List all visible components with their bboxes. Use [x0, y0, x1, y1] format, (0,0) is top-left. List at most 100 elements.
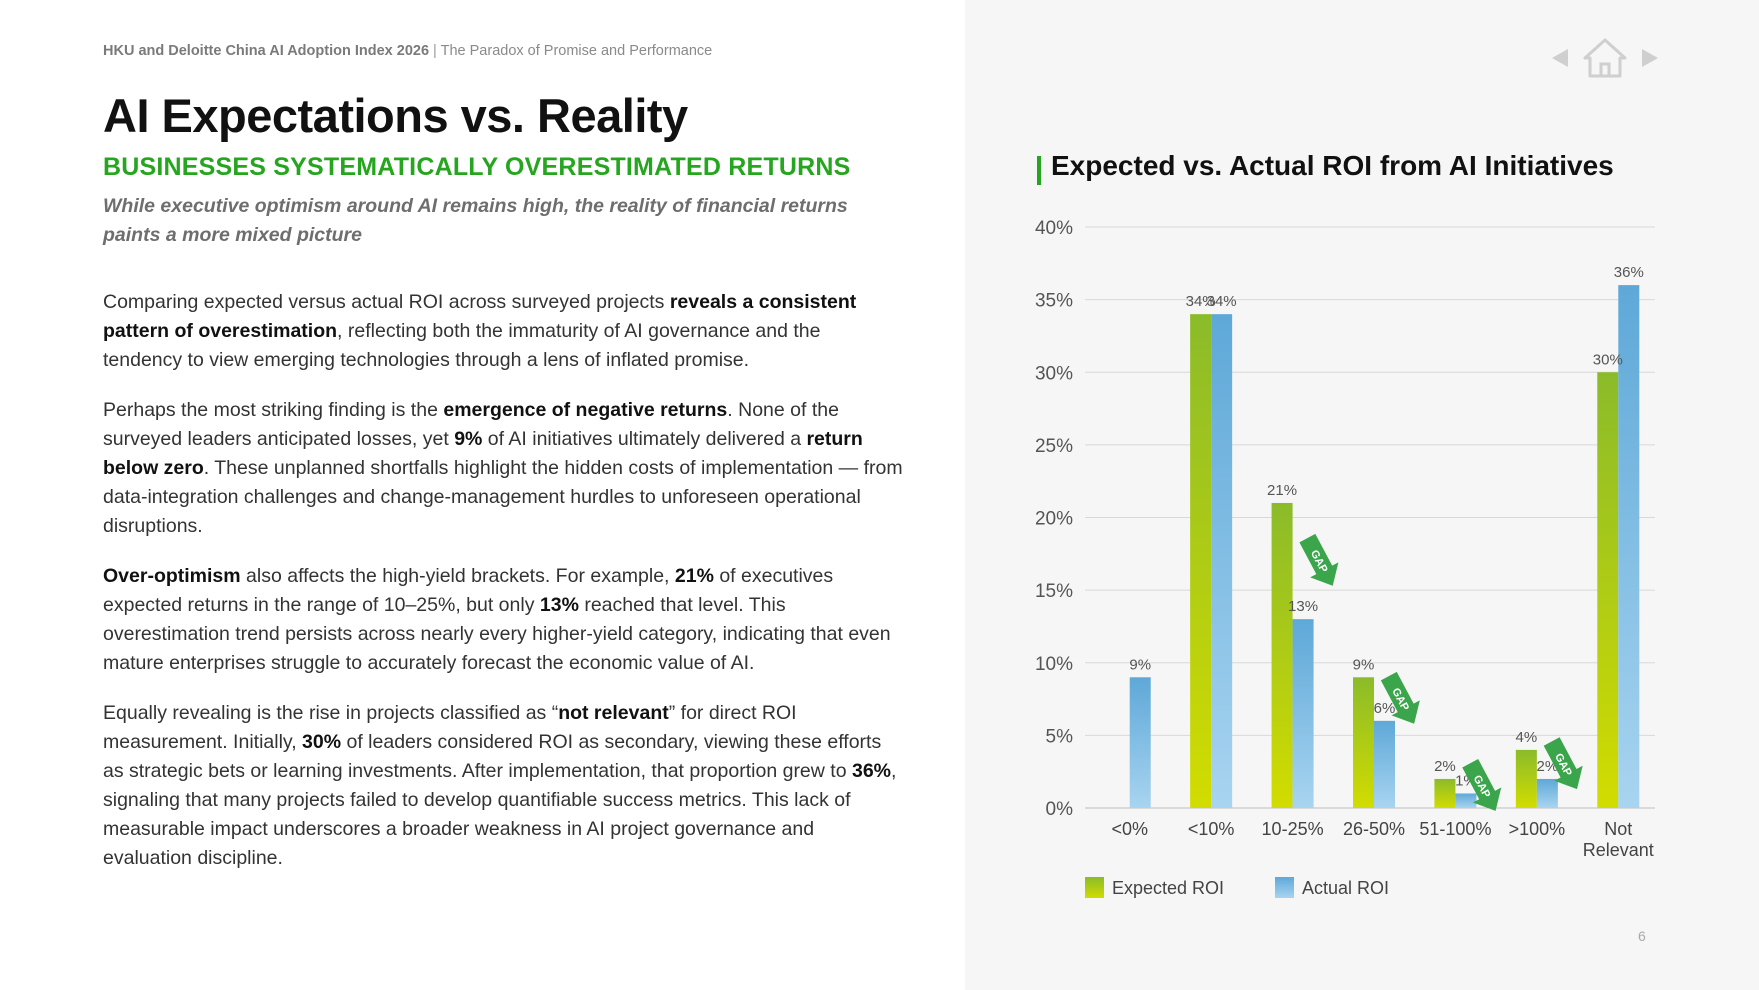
triangle-left-icon[interactable] — [1552, 49, 1568, 67]
chart-legend: Expected ROI Actual ROI — [1085, 877, 1389, 898]
gap-arrow-icon: GAP — [1299, 533, 1339, 586]
bar-actual-roi — [1211, 314, 1233, 808]
lead-text: While executive optimism around AI remai… — [103, 195, 848, 246]
bold-span: return below zero — [103, 428, 863, 479]
report-header: HKU and Deloitte China AI Adoption Index… — [103, 43, 712, 59]
data-label: 9% — [1353, 656, 1375, 673]
y-tick-label: 15% — [1035, 581, 1073, 602]
y-tick-label: 10% — [1035, 654, 1073, 675]
data-label: 4% — [1516, 729, 1538, 746]
bold-span: 21% — [674, 565, 714, 587]
text-span: . These unplanned shortfalls highlight t… — [103, 457, 903, 537]
page-subtitle: BUSINESSES SYSTEMATICALLY OVERESTIMATED … — [103, 153, 851, 181]
y-tick-label: 25% — [1035, 436, 1073, 457]
chart-bars — [1129, 285, 1640, 809]
gap-arrow-icon: GAP — [1462, 759, 1502, 811]
bar-actual-roi — [1292, 619, 1314, 808]
text-span: of AI initiatives ultimately delivered a — [482, 428, 807, 450]
gap-arrow-shape — [1462, 759, 1502, 811]
bold-span: 30% — [302, 731, 342, 753]
y-tick-label: 0% — [1046, 799, 1074, 820]
triangle-right-icon[interactable] — [1642, 49, 1658, 67]
bar-actual-roi — [1129, 677, 1151, 808]
bar-actual-roi — [1536, 778, 1558, 808]
bar-actual-roi — [1618, 285, 1640, 809]
data-label: 21% — [1267, 482, 1297, 499]
y-tick-label: 5% — [1046, 726, 1074, 747]
slide-navigation — [1550, 36, 1660, 80]
x-axis-ticks: <0% <10% 10-25% 26-50% 51-100% >100% NotReleva… — [1111, 819, 1653, 860]
text-span: ” for direct ROI measurement. Initially, — [103, 702, 797, 753]
y-tick-label: 35% — [1035, 291, 1073, 312]
y-tick-label: 30% — [1035, 363, 1073, 384]
x-tick-label: 51-100% — [1419, 819, 1491, 839]
report-source: HKU and Deloitte China AI Adoption Index… — [103, 43, 430, 59]
text-span: Perhaps the most striking finding is the — [103, 399, 444, 421]
bar-expected-roi — [1353, 677, 1374, 808]
data-label: 34% — [1207, 293, 1237, 310]
header-separator: | — [433, 43, 437, 59]
text-span: reached that level. This overestimation … — [103, 594, 891, 674]
bold-span: Over-optimism — [103, 565, 241, 587]
text-span: of leaders considered ROI as secondary, … — [103, 731, 882, 782]
y-tick-label: 40% — [1035, 218, 1073, 239]
x-tick-label: 26-50% — [1343, 819, 1405, 839]
data-label: 36% — [1614, 264, 1644, 281]
body-text: Comparing expected versus actual ROI acr… — [103, 288, 903, 894]
legend-label: Actual ROI — [1302, 878, 1389, 898]
bold-span: 13% — [539, 594, 579, 616]
data-label: 9% — [1129, 656, 1151, 673]
gap-arrow-shape — [1299, 533, 1339, 586]
x-tick-label: 10-25% — [1262, 819, 1324, 839]
legend-label: Expected ROI — [1112, 878, 1224, 898]
paragraph-3: Over-optimism also affects the high-yiel… — [103, 562, 903, 678]
legend-swatch-actual — [1275, 877, 1294, 898]
text-span: Comparing expected versus actual ROI acr… — [103, 291, 670, 313]
bold-span: reveals a consistent pattern of overesti… — [103, 291, 857, 342]
navigation-icons — [1552, 38, 1658, 78]
home-icon[interactable] — [1583, 38, 1627, 78]
text-span: of executives expected returns in the ra… — [103, 565, 834, 616]
x-tick-label: Relevant — [1583, 840, 1654, 860]
data-label: 30% — [1593, 351, 1623, 368]
y-tick-label: 20% — [1035, 509, 1073, 530]
gap-arrow-shape — [1380, 671, 1420, 724]
bar-actual-roi — [1374, 720, 1395, 808]
data-label: 2% — [1434, 758, 1456, 775]
text-panel: HKU and Deloitte China AI Adoption Index… — [103, 43, 903, 894]
bar-expected-roi — [1597, 372, 1619, 808]
gap-arrow-shape — [1543, 737, 1583, 790]
bold-span: 36% — [851, 760, 891, 782]
bar-expected-roi — [1271, 502, 1293, 808]
y-axis-ticks: 0% 5% 10% 15% 20% 25% 30% 35% 40% — [1035, 218, 1073, 820]
bold-span: emergence of negative returns — [443, 399, 728, 421]
paragraph-1: Comparing expected versus actual ROI acr… — [103, 288, 903, 375]
bar-actual-roi — [1455, 793, 1477, 808]
page-number: 6 — [1638, 928, 1646, 944]
gap-arrows: GAP GAP GAP GAP — [1299, 533, 1583, 811]
bar-expected-roi — [1190, 314, 1212, 808]
text-span: , signaling that many projects failed to… — [103, 760, 897, 869]
x-tick-label: <10% — [1188, 819, 1235, 839]
page-title: AI Expectations vs. Reality — [103, 89, 688, 142]
data-label: 6% — [1374, 700, 1396, 717]
bar-expected-roi — [1515, 749, 1537, 808]
gap-arrow-icon: GAP — [1543, 737, 1583, 790]
paragraph-4: Equally revealing is the rise in project… — [103, 699, 903, 873]
bold-span: not relevant — [558, 702, 669, 724]
bold-span: 9% — [454, 428, 483, 450]
x-tick-label: <0% — [1111, 819, 1148, 839]
text-span: . None of the surveyed leaders anticipat… — [103, 399, 839, 450]
report-name: The Paradox of Promise and Performance — [440, 43, 713, 59]
roi-bar-chart: 0% 5% 10% 15% 20% 25% 30% 35% 40% 9% 34%34% 21% 13%… — [1035, 218, 1655, 898]
chart-title-accent — [1037, 156, 1041, 185]
text-span: also affects the high-yield brackets. Fo… — [240, 565, 675, 587]
x-tick-label: Not — [1604, 819, 1632, 839]
chart-title: Expected vs. Actual ROI from AI Initiati… — [1051, 150, 1614, 181]
legend-swatch-expected — [1085, 877, 1104, 898]
gap-arrow-icon: GAP — [1380, 671, 1420, 724]
bar-expected-roi — [1434, 778, 1456, 808]
text-span: Equally revealing is the rise in project… — [103, 702, 559, 724]
text-span: , reflecting both the immaturity of AI g… — [103, 320, 821, 371]
data-label: 13% — [1288, 598, 1318, 615]
